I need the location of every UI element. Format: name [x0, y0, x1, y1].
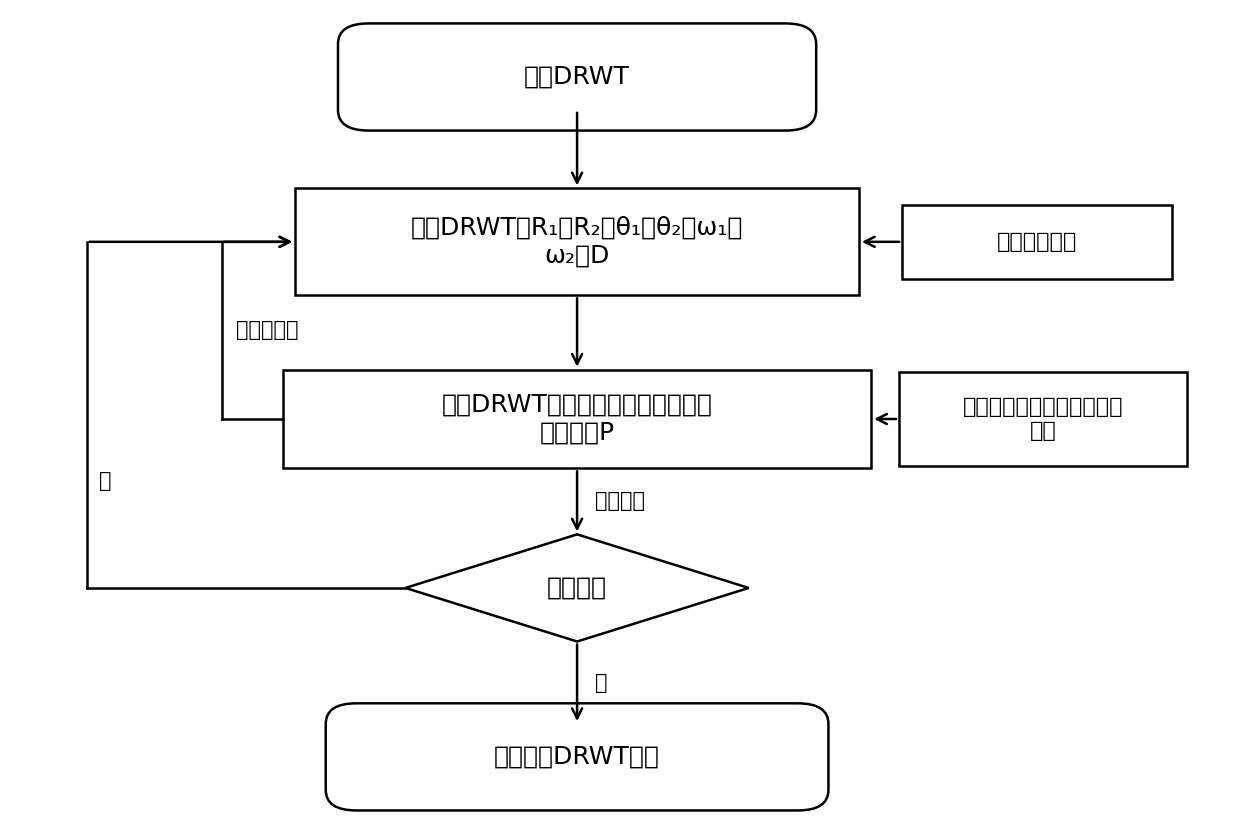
Text: 塔架所受载荷、输出功率等
约束: 塔架所受载荷、输出功率等 约束 [962, 397, 1123, 441]
Text: 是: 是 [595, 673, 608, 693]
Polygon shape [405, 535, 749, 642]
Text: 是否收敛: 是否收敛 [547, 576, 608, 600]
Text: 计算DRWT的气动性能和载荷特性和
输出功率P: 计算DRWT的气动性能和载荷特性和 输出功率P [441, 393, 713, 445]
Text: 初始DRWT: 初始DRWT [525, 65, 630, 89]
Bar [283, 370, 872, 468]
Text: 满足约束: 满足约束 [595, 491, 646, 511]
Text: 设计变量约束: 设计变量约束 [997, 232, 1078, 251]
FancyBboxPatch shape [339, 23, 816, 131]
Bar [295, 189, 859, 295]
Bar [899, 371, 1187, 467]
Text: 输出优化DRWT设计: 输出优化DRWT设计 [495, 745, 660, 769]
Bar [901, 204, 1172, 279]
Text: 否: 否 [99, 471, 112, 491]
Text: 改变DRWT的R₁、R₂、θ₁、θ₂、ω₁、
ω₂、D: 改变DRWT的R₁、R₂、θ₁、θ₂、ω₁、 ω₂、D [410, 216, 743, 267]
Text: 不满足约束: 不满足约束 [237, 320, 299, 340]
FancyBboxPatch shape [326, 703, 828, 810]
